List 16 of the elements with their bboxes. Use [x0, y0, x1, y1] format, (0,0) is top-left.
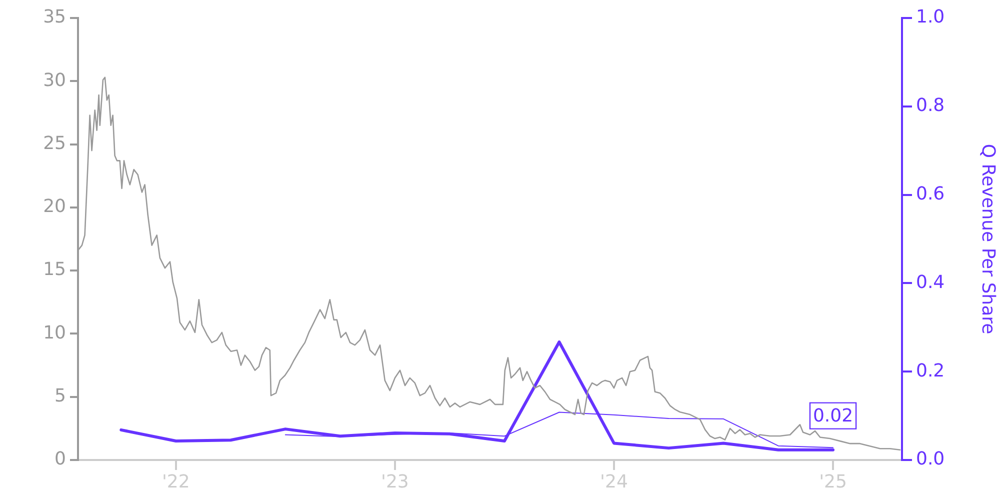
y-tick-label: 30: [43, 70, 66, 91]
y2-axis-title: Q Revenue Per Share: [978, 144, 999, 334]
y-tick-label: 5: [54, 386, 66, 407]
y-tick-label: 25: [43, 132, 66, 154]
y2-tick-label: 0.8: [916, 95, 945, 116]
y2-tick-label: 0.6: [916, 183, 945, 204]
y-tick-label: 0: [54, 448, 66, 470]
y2-tick-label: 0.0: [916, 448, 945, 470]
y-tick-label: 10: [43, 322, 66, 344]
y2-tick-label: 1.0: [916, 6, 945, 28]
data-label: 0.02: [812, 406, 854, 427]
y2-tick-label: 0.2: [916, 360, 945, 382]
y2-tick-label: 0.4: [916, 272, 945, 293]
y-tick-label: 35: [43, 6, 66, 28]
y-tick-label: 20: [43, 196, 66, 218]
y-tick-label: 15: [43, 259, 66, 280]
